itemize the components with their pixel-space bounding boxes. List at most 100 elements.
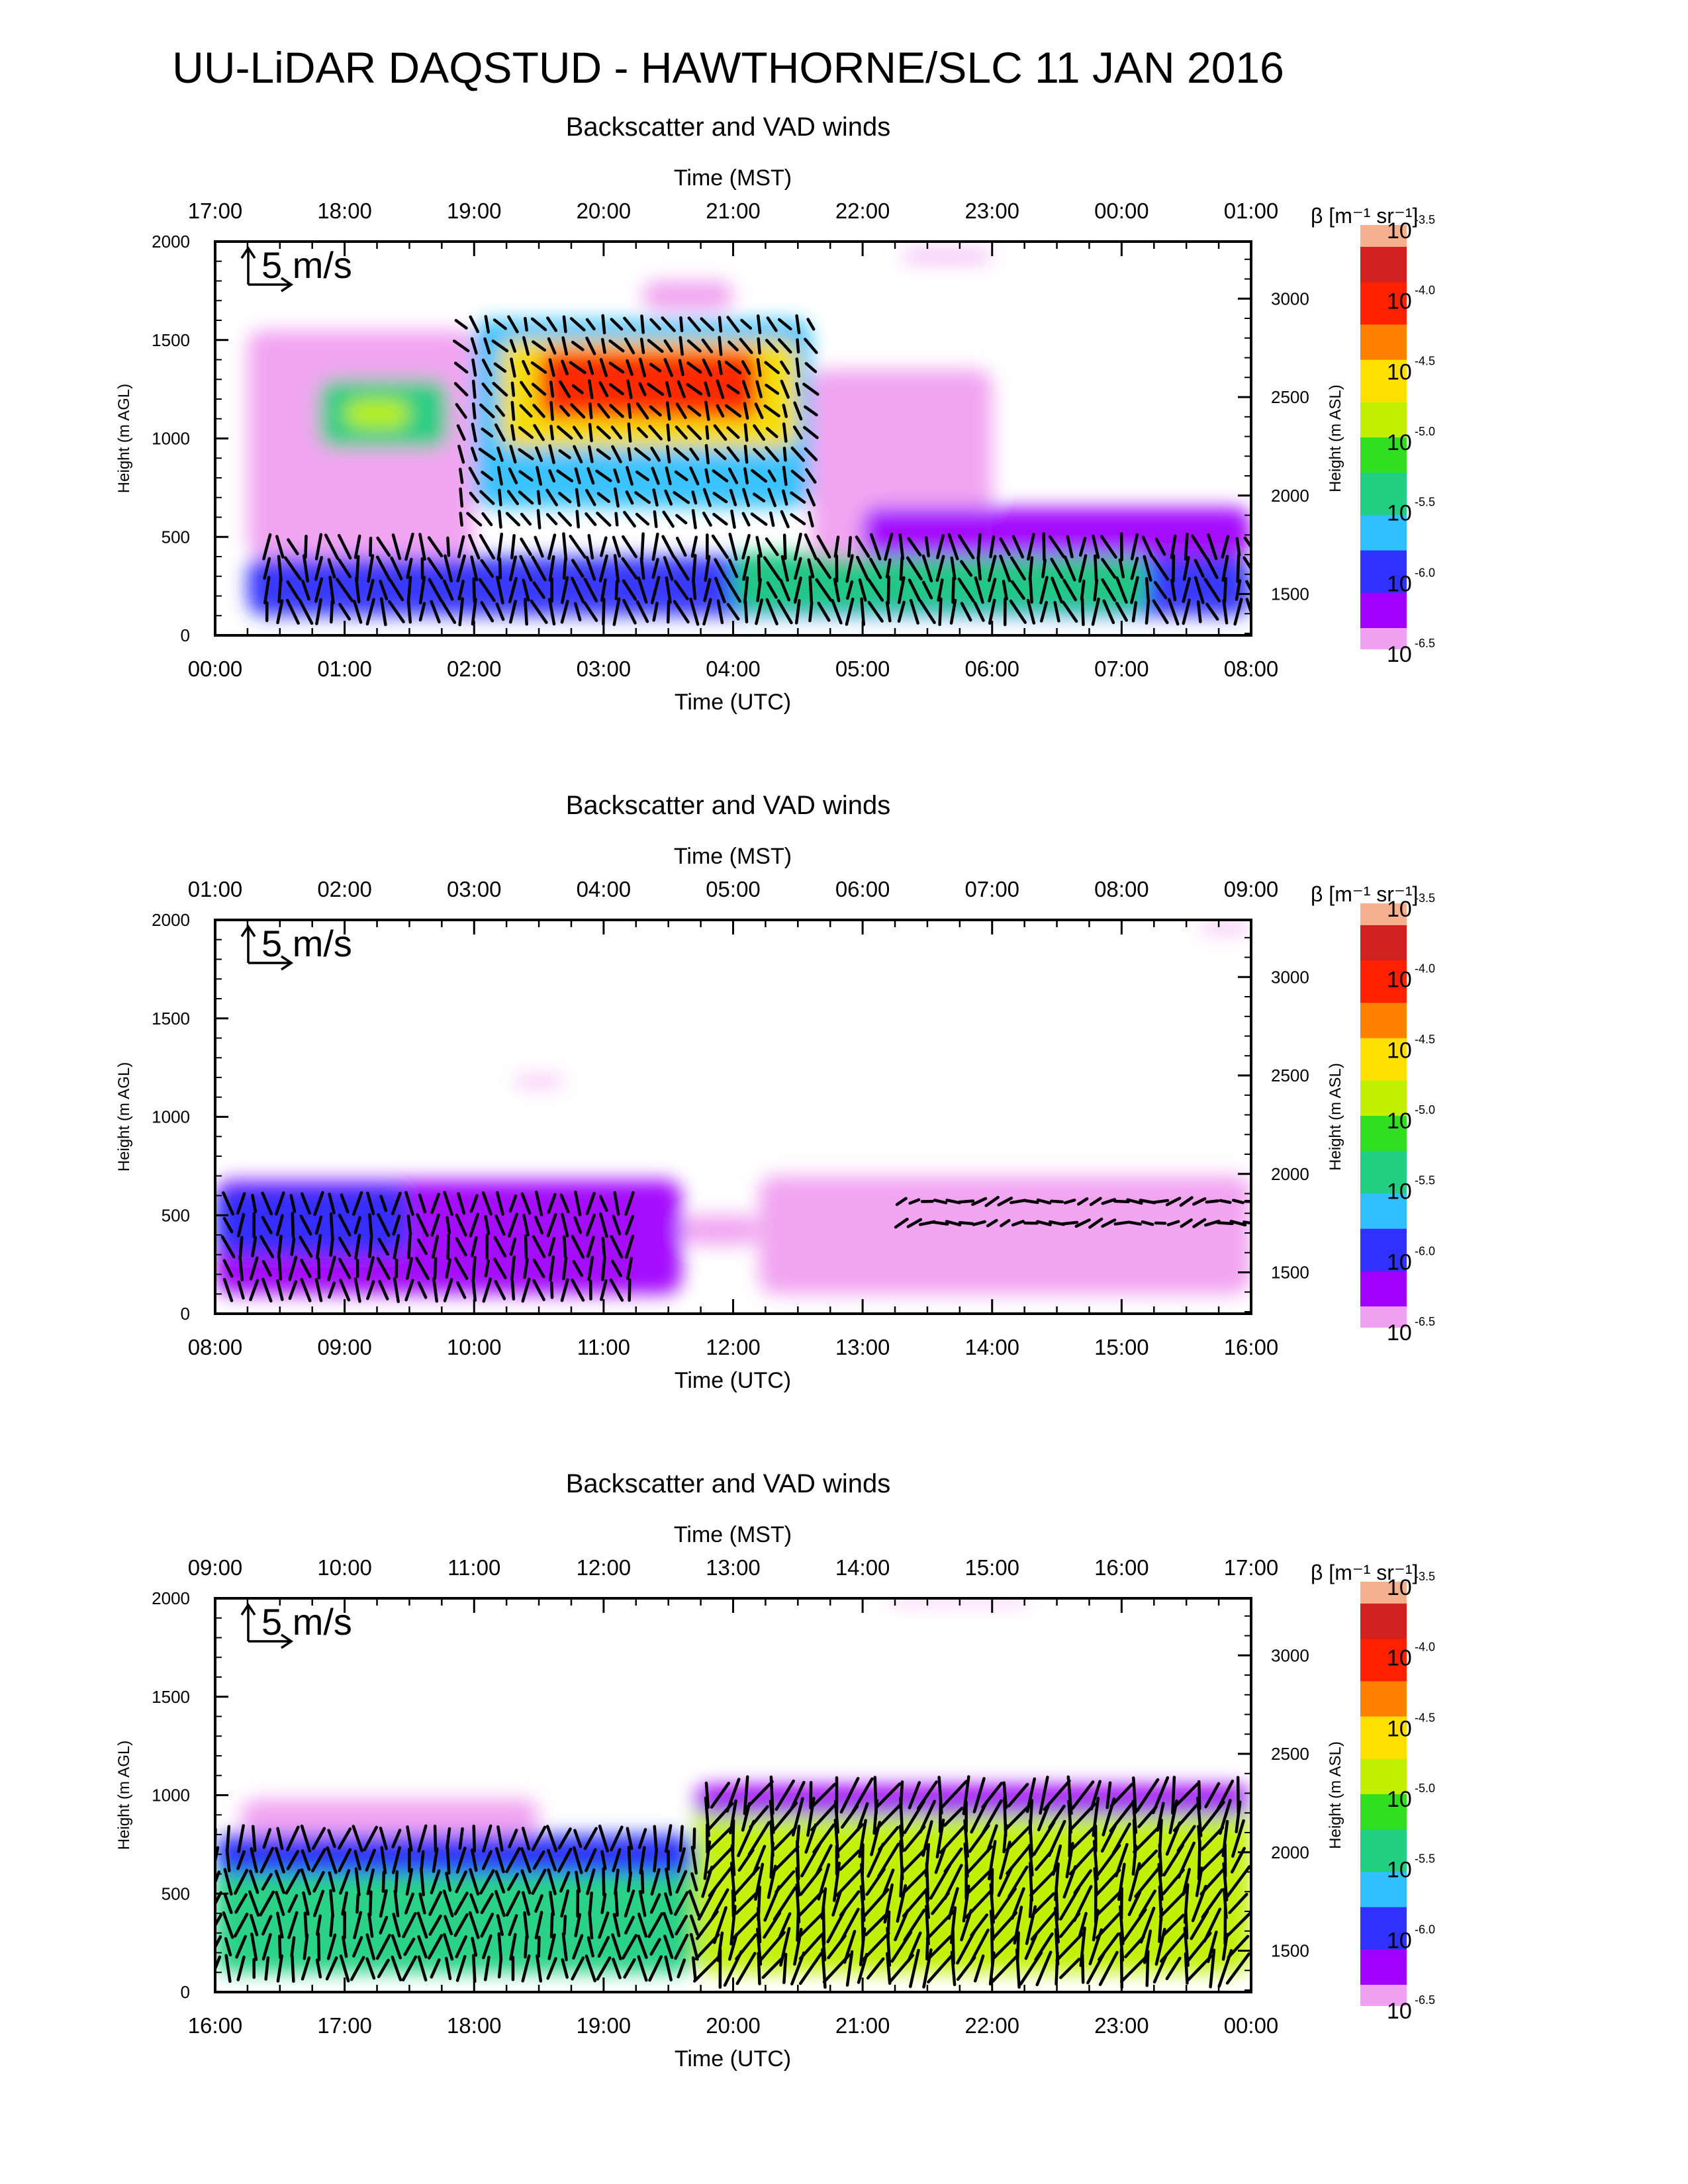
y-tick-label: 1500	[152, 1009, 190, 1028]
wind-vector	[472, 1825, 477, 1852]
wind-vector	[585, 1954, 596, 1983]
wind-vector	[312, 1889, 325, 1917]
wind-vector	[601, 314, 606, 335]
wind-vector	[855, 535, 870, 559]
wind-vector	[601, 1255, 606, 1281]
wind-vector	[763, 556, 781, 581]
wind-vector	[224, 1954, 232, 1983]
wind-vector	[455, 402, 467, 419]
wind-vector	[796, 338, 800, 354]
colorbar-segment	[1360, 549, 1407, 558]
wind-vector	[806, 488, 816, 507]
wind-vector	[815, 1844, 833, 1876]
wind-vector	[753, 424, 766, 441]
wind-vector	[614, 580, 619, 600]
wind-vector	[804, 447, 818, 461]
wind-vector	[728, 532, 738, 561]
wind-vector	[708, 1866, 733, 1897]
y-tick-label: 500	[162, 527, 190, 547]
wind-vector	[673, 580, 689, 600]
wind-vector	[418, 602, 426, 622]
colorbar-segment	[1360, 1998, 1407, 2006]
wind-vector	[299, 1214, 312, 1236]
wind-vector	[508, 576, 518, 604]
wind-vector	[754, 1862, 765, 1901]
wind-vector	[237, 1281, 245, 1300]
wind-vector	[897, 600, 906, 623]
wind-vector	[627, 447, 632, 462]
x-tick-label: 08:00	[188, 1335, 243, 1359]
colorbar-tick-exp: -5.5	[1415, 1174, 1435, 1187]
wind-vector	[560, 1278, 569, 1302]
wind-vector	[964, 1888, 994, 1919]
wind-vector	[650, 446, 661, 462]
wind-vector	[548, 555, 555, 582]
wind-vector	[1151, 1199, 1170, 1205]
wind-vector	[574, 602, 582, 621]
wind-vector	[455, 1954, 467, 1982]
wind-vector	[851, 1777, 874, 1813]
wind-vector	[957, 577, 975, 603]
wind-vector	[1205, 602, 1219, 621]
wind-vector	[635, 402, 649, 420]
wind-vector	[1225, 1952, 1251, 1985]
wind-vector	[430, 600, 441, 623]
backscatter-region	[759, 1175, 1251, 1295]
wind-vector	[782, 489, 788, 506]
colorbar-segment	[1360, 627, 1407, 635]
y2-tick-label: 1500	[1271, 1263, 1309, 1283]
wind-vector	[1013, 1905, 1023, 1945]
y-axis-label: Height (m AGL)	[115, 384, 133, 493]
colorbar: 10 -3.510 -4.010 -4.510 -5.010 -5.510 -6.010 -6…	[1311, 1561, 1435, 2024]
wind-vector	[648, 424, 663, 441]
wind-vector	[726, 384, 740, 394]
wind-vector	[769, 1775, 774, 1815]
colorbar-tick-exp: -3.5	[1415, 1570, 1435, 1583]
wind-vector	[1131, 601, 1138, 623]
wind-vector	[531, 383, 547, 396]
colorbar-segment	[1360, 1715, 1407, 1724]
wind-vector	[908, 1781, 921, 1809]
wind-vector	[1207, 533, 1218, 561]
wind-vector	[790, 491, 806, 504]
wind-vector	[285, 598, 300, 625]
wind-vector	[1194, 559, 1205, 578]
wind-vector	[839, 1890, 861, 1917]
wind-vector	[1173, 1782, 1199, 1809]
colorbar-segment	[1360, 1009, 1407, 1017]
y2-tick-label: 2000	[1271, 486, 1309, 506]
wind-vector	[1235, 579, 1242, 601]
wind-vector	[624, 1889, 635, 1918]
x2-tick-label: 09:00	[1224, 877, 1279, 901]
wind-vector	[1036, 1198, 1052, 1205]
x2-tick-label: 20:00	[577, 199, 632, 223]
wind-vector	[469, 1212, 479, 1238]
wind-vector	[753, 447, 766, 461]
wind-vector	[1068, 1844, 1097, 1876]
wind-vector	[992, 1933, 1019, 1960]
wind-vector	[1009, 1199, 1027, 1205]
wind-vector	[401, 1955, 418, 1981]
wind-vector	[1101, 1198, 1117, 1205]
colorbar-segment	[1360, 302, 1407, 310]
colorbar-label: β [m⁻¹ sr⁻¹]	[1311, 882, 1418, 906]
wind-vector	[457, 535, 465, 559]
colorbar-segment	[1360, 1023, 1407, 1031]
wind-vector	[324, 533, 340, 561]
y2-tick-label: 3000	[1271, 967, 1309, 987]
wind-vector	[1134, 1866, 1161, 1898]
wind-vector	[368, 1235, 373, 1259]
wind-vector	[702, 488, 712, 508]
wind-vector	[366, 1191, 375, 1216]
wind-vector	[220, 1235, 236, 1259]
wind-vector	[405, 1868, 414, 1896]
wind-vector	[1221, 535, 1230, 559]
colorbar-segment	[1360, 500, 1407, 508]
wind-vector	[586, 467, 595, 485]
wind-vector	[352, 1191, 363, 1216]
wind-vector	[445, 1216, 451, 1234]
y-tick-label: 1000	[152, 1786, 190, 1805]
wind-vector	[839, 1776, 860, 1814]
wind-vector	[679, 1825, 684, 1852]
wind-vector	[817, 602, 831, 622]
